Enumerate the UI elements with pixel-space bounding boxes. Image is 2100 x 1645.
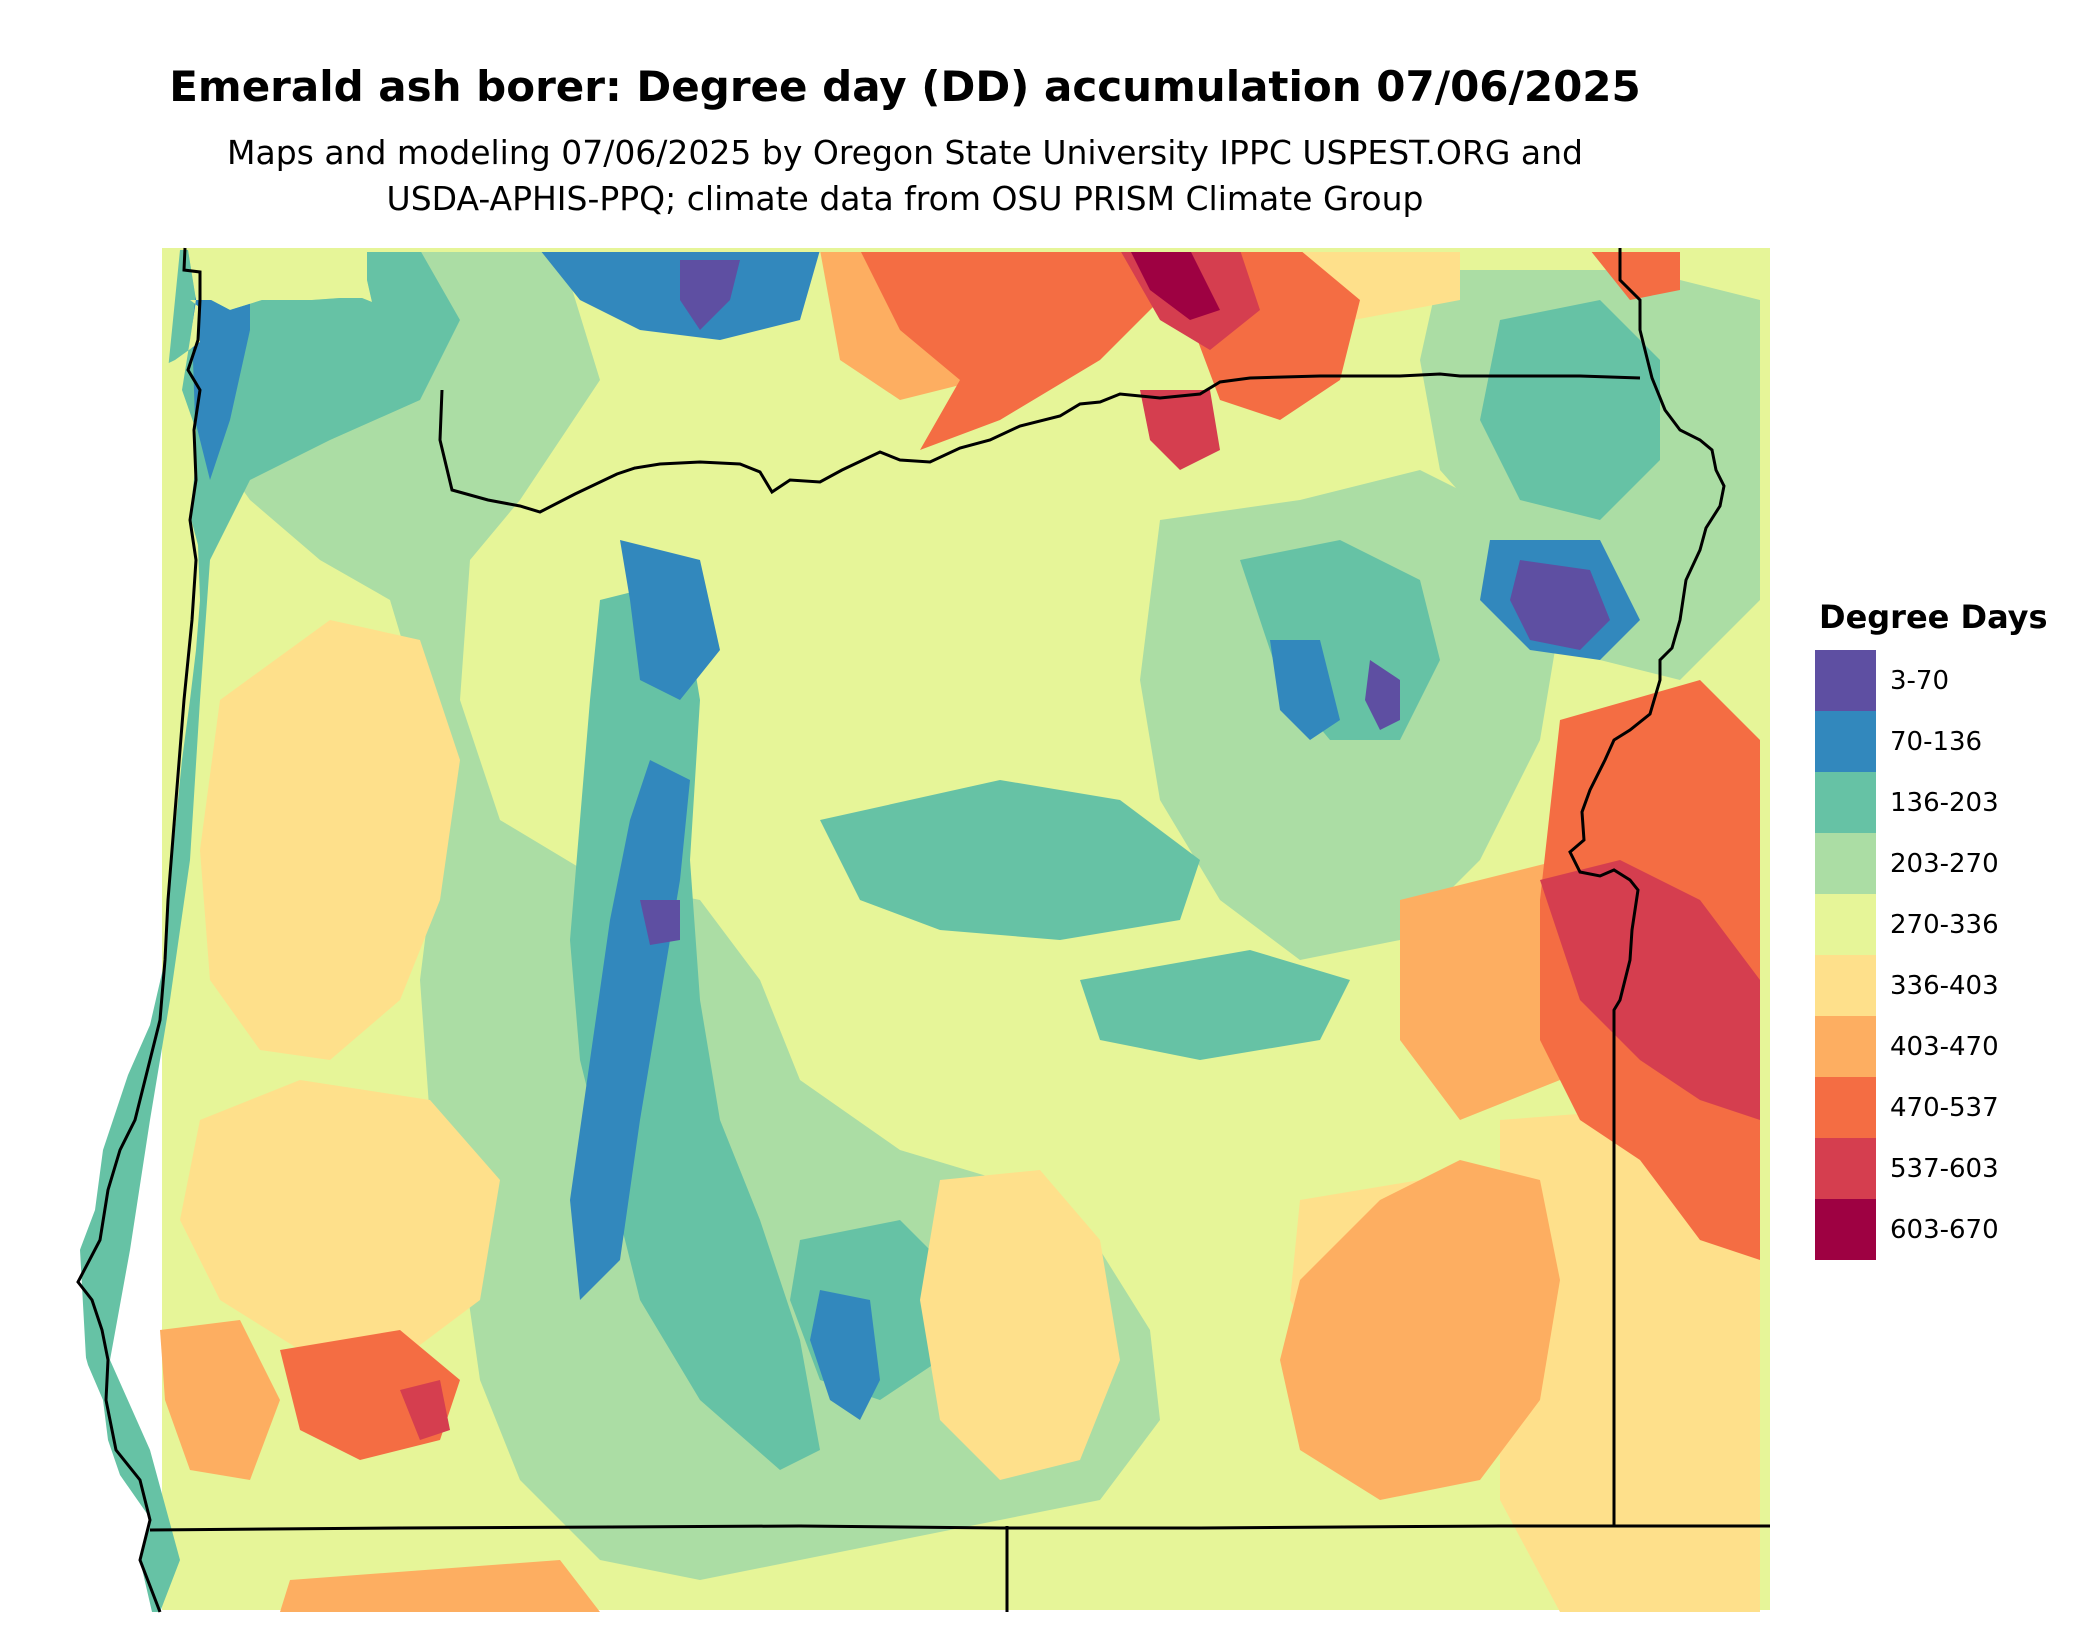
degree-day-zones xyxy=(80,250,1760,1612)
legend-item: 136-203 xyxy=(1815,772,2100,833)
legend-item: 403-470 xyxy=(1815,1016,2100,1077)
legend-item: 270-336 xyxy=(1815,894,2100,955)
legend-label: 470-537 xyxy=(1890,1092,1999,1123)
legend-swatch xyxy=(1815,772,1876,833)
legend-item: 537-603 xyxy=(1815,1138,2100,1199)
california-nevada-border xyxy=(149,1524,1770,1532)
subtitle-line-1: Maps and modeling 07/06/2025 by Oregon S… xyxy=(227,133,1583,172)
legend-title: Degree Days xyxy=(1819,598,2048,636)
legend-item: 70-136 xyxy=(1815,711,2100,772)
boundary-lines xyxy=(76,247,1770,1613)
coastline xyxy=(76,247,202,1613)
columbia-river-boundary xyxy=(438,372,1641,514)
legend-swatch xyxy=(1815,1016,1876,1077)
legend-swatch xyxy=(1815,1077,1876,1138)
legend-label: 136-203 xyxy=(1890,787,1999,818)
legend-swatch xyxy=(1815,1138,1876,1199)
legend-item: 3-70 xyxy=(1815,650,2100,711)
legend-swatch xyxy=(1815,894,1876,955)
legend-label: 603-670 xyxy=(1890,1214,1999,1245)
legend-label: 336-403 xyxy=(1890,970,1999,1001)
legend-swatch xyxy=(1815,833,1876,894)
legend-label: 70-136 xyxy=(1890,726,1983,757)
legend: Degree Days 3-70 70-136 136-203 203-270 … xyxy=(1815,598,2100,1260)
legend-label: 3-70 xyxy=(1890,665,1950,696)
legend-swatch xyxy=(1815,711,1876,772)
map-subtitle: Maps and modeling 07/06/2025 by Oregon S… xyxy=(0,130,1810,222)
legend-item: 603-670 xyxy=(1815,1199,2100,1260)
washington-idaho-border xyxy=(1568,248,1726,1526)
legend-item: 336-403 xyxy=(1815,955,2100,1016)
legend-swatch xyxy=(1815,955,1876,1016)
legend-swatch xyxy=(1815,1199,1876,1260)
legend-swatch xyxy=(1815,650,1876,711)
legend-label: 270-336 xyxy=(1890,909,1999,940)
legend-items: 3-70 70-136 136-203 203-270 270-336 336-… xyxy=(1815,650,2100,1260)
map-title: Emerald ash borer: Degree day (DD) accum… xyxy=(169,62,1641,111)
legend-label: 203-270 xyxy=(1890,848,1999,879)
legend-label: 403-470 xyxy=(1890,1031,1999,1062)
subtitle-line-2: USDA-APHIS-PPQ; climate data from OSU PR… xyxy=(386,179,1424,218)
legend-label: 537-603 xyxy=(1890,1153,1999,1184)
legend-item: 203-270 xyxy=(1815,833,2100,894)
legend-item: 470-537 xyxy=(1815,1077,2100,1138)
